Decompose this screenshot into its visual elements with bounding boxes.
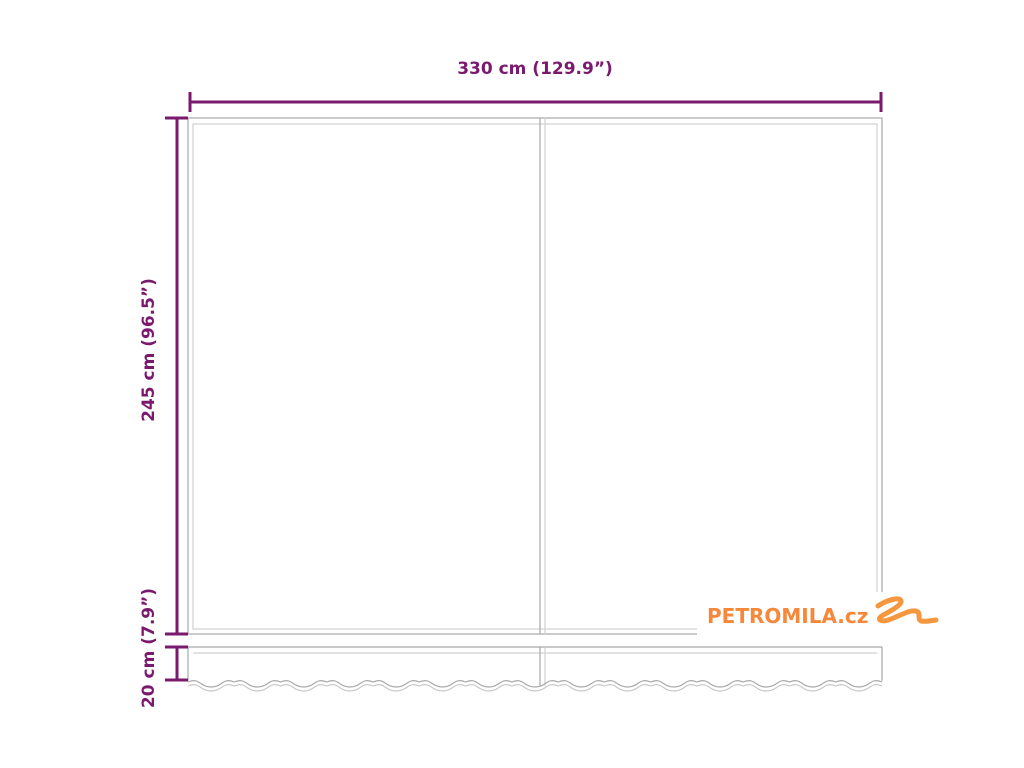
valance xyxy=(187,646,883,692)
awning-fabric xyxy=(187,117,883,635)
brand-logo: PETROMILA.cz xyxy=(697,592,942,640)
dimension-lines xyxy=(165,92,883,682)
logo-brush-swoosh-icon xyxy=(875,596,939,624)
height-label: 245 cm (96.5”) xyxy=(139,278,159,422)
width-label: 330 cm (129.9”) xyxy=(457,59,613,79)
valance-wave-edge xyxy=(187,680,883,688)
valance-height-label: 20 cm (7.9”) xyxy=(139,588,159,708)
valance-wave-edge-inner xyxy=(187,684,883,692)
logo-text: PETROMILA.cz xyxy=(707,604,868,628)
